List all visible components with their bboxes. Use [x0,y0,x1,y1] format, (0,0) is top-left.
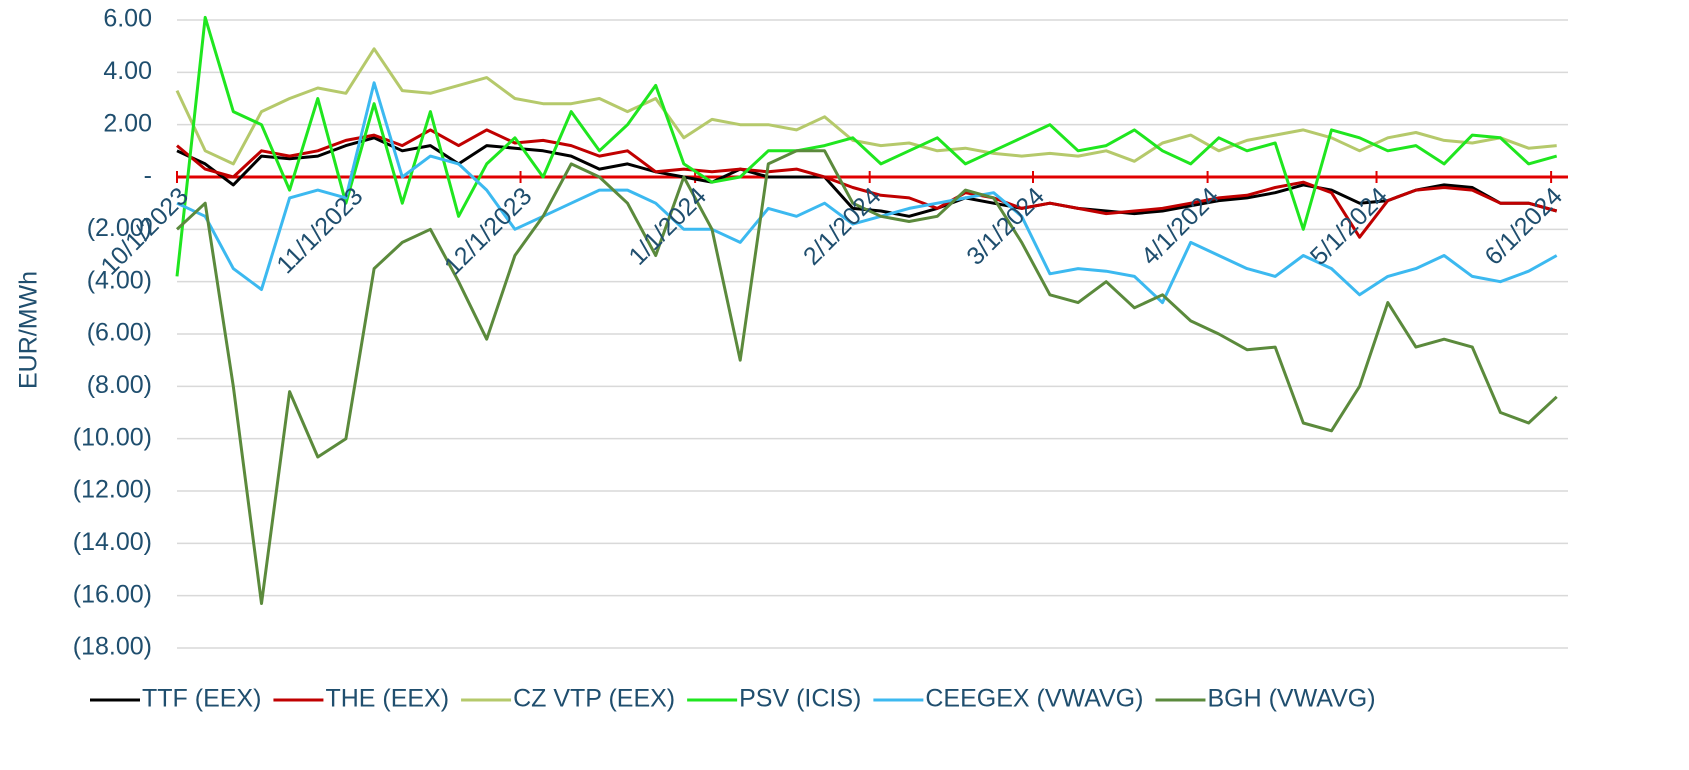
x-tick-label: 4/1/2024 [1136,182,1225,271]
y-tick-label: 2.00 [103,109,152,137]
y-tick-label: - [144,162,152,190]
y-tick-label: 4.00 [103,57,152,85]
y-tick-label: (12.00) [73,476,152,504]
legend-label: BGH (VWAVG) [1207,685,1375,713]
y-tick-label: 6.00 [103,5,152,33]
series-line [175,47,1557,166]
y-tick-label: (8.00) [87,371,152,399]
legend-label: PSV (ICIS) [739,685,861,713]
y-tick-label: (6.00) [87,319,152,347]
y-tick-label: (14.00) [73,528,152,556]
legend-label: THE (EEX) [325,685,449,713]
x-tick-label: 5/1/2024 [1305,182,1394,271]
series-line [176,128,1558,239]
series-line [176,81,1558,305]
x-tick-label: 11/1/2023 [271,182,368,279]
y-tick-label: (2.00) [87,214,152,242]
y-tick-label: (18.00) [73,633,152,661]
y-tick-label: (16.00) [73,580,152,608]
y-tick-label: (4.00) [87,266,152,294]
y-axis-title: EUR/MWh [15,271,43,389]
y-tick-label: (10.00) [73,423,152,451]
series-line [175,15,1558,277]
legend-label: CEEGEX (VWAVG) [925,685,1143,713]
legend-label: TTF (EEX) [142,685,261,713]
legend-label: CZ VTP (EEX) [513,685,675,713]
series-line [175,149,1558,605]
